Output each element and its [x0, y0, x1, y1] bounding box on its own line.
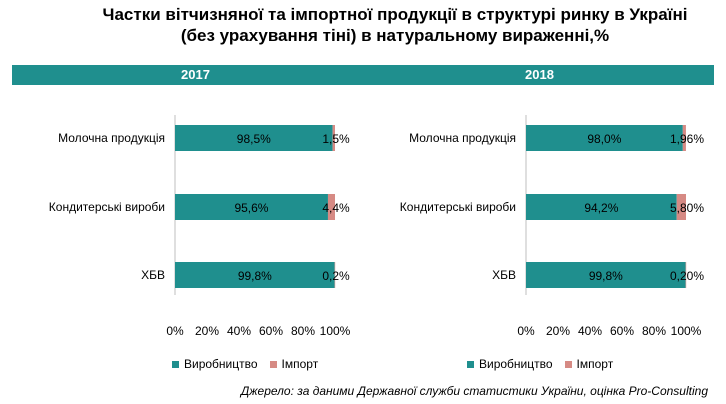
legend-item-production: Виробництво [172, 357, 258, 371]
x-tick-label: 20% [195, 324, 219, 338]
x-tick-label: 100% [320, 324, 351, 338]
x-tick-label: 0% [517, 324, 535, 338]
legend-item-import: Імпорт [564, 357, 614, 371]
data-label-import: 1,5% [322, 132, 350, 146]
bar-import [332, 125, 335, 151]
chart-panel-2017: Молочна продукція 98,5% 1,5% Кондитерські в… [49, 115, 351, 338]
chart-title: Частки вітчизняної та імпортної продукці… [70, 4, 720, 46]
data-label-import: 0,2% [322, 269, 350, 283]
legend-label-import: Імпорт [576, 357, 614, 371]
legend-item-import: Імпорт [269, 357, 319, 371]
data-label-production: 98,5% [237, 132, 271, 146]
category-label: Молочна продукція [58, 131, 165, 145]
data-label-import: 0,20% [670, 269, 704, 283]
bar-production [526, 125, 683, 151]
data-label-production: 99,8% [589, 269, 623, 283]
bar-production [526, 262, 686, 288]
bar-import [327, 194, 335, 220]
bar-import [334, 262, 336, 288]
legend-item-production: Виробництво [467, 357, 553, 371]
category-label: Кондитерські вироби [49, 200, 165, 214]
chart-title-line-1: Частки вітчизняної та імпортної продукці… [102, 5, 688, 24]
data-label-production: 98,0% [587, 132, 621, 146]
x-tick-label: 40% [227, 324, 251, 338]
year-band [12, 65, 714, 85]
legend-swatch-import [269, 360, 277, 368]
x-tick-label: 20% [546, 324, 570, 338]
x-tick-label: 80% [642, 324, 666, 338]
legend-label-import: Імпорт [281, 357, 319, 371]
bar-production [526, 194, 677, 220]
legend-swatch-import [564, 360, 572, 368]
bar-production [175, 125, 333, 151]
x-tick-label: 100% [671, 324, 702, 338]
x-tick-label: 0% [166, 324, 184, 338]
source-note: Джерело: за даними Державної служби стат… [240, 384, 708, 398]
data-label-import: 1,96% [670, 132, 704, 146]
data-label-production: 95,6% [234, 201, 268, 215]
chart-title-line-2: (без урахування тіні) в натуральному вир… [180, 26, 610, 45]
category-label: Молочна продукція [409, 131, 516, 145]
x-tick-label: 40% [578, 324, 602, 338]
category-label: ХБВ [492, 268, 516, 282]
category-label: ХБВ [141, 268, 165, 282]
x-tick-label: 80% [291, 324, 315, 338]
legend-label-production: Виробництво [184, 357, 258, 371]
legend-label-production: Виробництво [479, 357, 553, 371]
data-label-production: 99,8% [238, 269, 272, 283]
bar-import [676, 194, 686, 220]
bar-import [685, 262, 687, 288]
legend-swatch-production [467, 360, 474, 368]
data-label-import: 4,4% [322, 201, 350, 215]
data-label-production: 94,2% [584, 201, 618, 215]
legend-2018: Виробництво Імпорт [467, 357, 625, 371]
bar-import [682, 125, 686, 151]
category-label: Кондитерські вироби [400, 200, 516, 214]
legend-2017: Виробництво Імпорт [172, 357, 330, 371]
panel-title-2018: 2018 [525, 67, 554, 82]
panel-title-2017: 2017 [181, 67, 210, 82]
data-label-import: 5,80% [670, 201, 704, 215]
x-tick-label: 60% [610, 324, 634, 338]
chart-panel-2018: Молочна продукція 98,0% 1,96% Кондитерські … [400, 115, 704, 338]
legend-swatch-production [172, 360, 179, 368]
bar-production [175, 194, 328, 220]
x-tick-label: 60% [259, 324, 283, 338]
bar-production [175, 262, 335, 288]
